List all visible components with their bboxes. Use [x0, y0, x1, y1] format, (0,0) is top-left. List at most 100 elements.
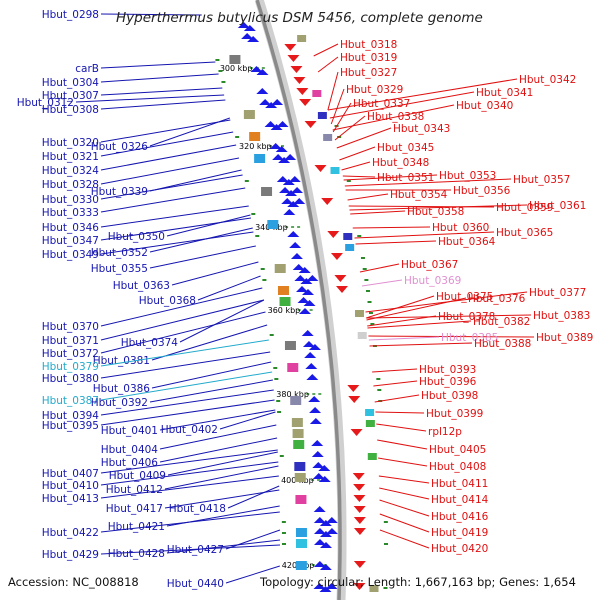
- left-gene-connector: [100, 399, 275, 426]
- right-gene-connector: [343, 174, 438, 181]
- left-gene-connector: [100, 13, 202, 16]
- left-gene-label: carB: [75, 63, 99, 75]
- reverse-gene-arrow: [327, 231, 340, 238]
- forward-gene-arrow: [318, 465, 331, 471]
- left-gene-label: Hbut_0320: [42, 137, 99, 149]
- left-gene-connector: [100, 73, 219, 83]
- gc-tick: [383, 587, 388, 589]
- genome-backbone-shadow: [254, 0, 347, 600]
- cog-block: [291, 418, 303, 427]
- forward-gene-arrow: [275, 146, 288, 152]
- left-gene-connector: [100, 311, 266, 354]
- forward-gene-arrow: [311, 440, 324, 446]
- gc-tick: [279, 455, 284, 457]
- cog-block: [287, 363, 299, 372]
- left-gene-label: Hbut_0421: [108, 521, 165, 533]
- cog-block: [267, 220, 279, 229]
- left-gene-label: Hbut_0380: [42, 373, 99, 385]
- reverse-gene-arrow: [353, 583, 366, 590]
- forward-gene-arrow: [250, 66, 263, 72]
- right-gene-connector: [378, 457, 428, 467]
- left-gene-label: Hbut_0410: [42, 480, 99, 492]
- forward-gene-arrow: [313, 517, 326, 523]
- reverse-gene-arrow: [353, 506, 366, 513]
- forward-gene-arrow: [241, 33, 254, 39]
- forward-gene-arrow: [281, 198, 294, 204]
- gc-tick: [367, 301, 372, 303]
- left-gene-connector: [100, 157, 240, 185]
- left-gene-connector: [100, 131, 234, 157]
- forward-gene-arrow: [259, 99, 272, 105]
- left-gene-connector: [197, 275, 261, 301]
- forward-gene-arrow: [309, 407, 322, 413]
- forward-gene-arrow: [272, 154, 285, 160]
- right-gene-label: Hbut_0329: [346, 84, 403, 96]
- right-gene-connector: [367, 315, 437, 327]
- right-gene-label: Hbut_0389: [536, 332, 593, 344]
- left-gene-connector: [100, 299, 265, 341]
- left-gene-label: Hbut_0355: [91, 263, 148, 275]
- right-gene-label: Hbut_0365: [496, 227, 553, 239]
- left-gene-connector: [159, 424, 277, 450]
- forward-gene-arrow: [306, 275, 319, 281]
- right-gene-label: Hbut_0338: [367, 111, 424, 123]
- forward-gene-arrow: [309, 418, 322, 424]
- right-gene-label: Hbut_0396: [419, 376, 477, 388]
- cog-block: [254, 154, 266, 163]
- forward-gene-arrow: [237, 22, 250, 28]
- reverse-gene-arrow: [296, 88, 309, 95]
- right-gene-connector: [313, 43, 339, 57]
- right-gene-connector: [332, 102, 352, 133]
- cog-block: [297, 35, 307, 42]
- left-gene-connector: [100, 351, 271, 379]
- left-gene-connector: [179, 299, 265, 343]
- reverse-gene-arrow: [284, 44, 297, 51]
- gc-tick: [377, 389, 382, 391]
- left-gene-connector: [151, 324, 268, 361]
- reverse-gene-arrow: [335, 286, 348, 293]
- gc-tick: [221, 81, 226, 83]
- reverse-gene-arrow: [287, 55, 300, 62]
- forward-gene-arrow: [308, 396, 321, 402]
- forward-gene-arrow: [319, 542, 332, 548]
- forward-gene-arrow: [308, 344, 321, 350]
- reverse-gene-arrow: [334, 275, 347, 282]
- left-gene-connector: [166, 539, 281, 554]
- right-gene-label: Hbut_0318: [340, 39, 397, 51]
- gc-tick: [357, 235, 362, 237]
- right-gene-connector: [327, 78, 518, 111]
- gc-tick: [383, 543, 388, 545]
- gc-tick: [362, 268, 367, 270]
- right-gene-label: Hbut_0345: [377, 142, 434, 154]
- right-gene-label: Hbut_0398: [421, 390, 478, 402]
- left-gene-label: Hbut_0333: [42, 207, 99, 219]
- left-gene-connector: [219, 411, 276, 430]
- gc-tick: [346, 180, 351, 182]
- gc-tick: [273, 367, 278, 369]
- right-gene-label: Hbut_0361: [529, 200, 586, 212]
- left-gene-connector: [100, 174, 243, 200]
- cog-block: [369, 585, 379, 592]
- cog-block: [292, 429, 304, 438]
- right-gene-connector: [327, 71, 339, 111]
- left-gene-connector: [100, 99, 226, 110]
- left-gene-label: Hbut_0363: [113, 280, 170, 292]
- right-gene-label: Hbut_0342: [519, 74, 576, 86]
- right-gene-label: Hbut_0327: [340, 67, 397, 79]
- cog-block: [365, 409, 375, 416]
- right-gene-label: Hbut_0351: [377, 172, 434, 184]
- right-gene-label: Hbut_0337: [353, 98, 410, 110]
- gc-tick: [360, 257, 365, 259]
- left-gene-label: Hbut_0418: [169, 503, 226, 515]
- left-gene-connector: [100, 449, 278, 474]
- left-gene-label: Hbut_0392: [91, 397, 148, 409]
- gc-tick: [274, 378, 279, 380]
- cog-block: [312, 90, 322, 97]
- right-gene-label: Hbut_0354: [390, 189, 448, 201]
- left-gene-connector: [100, 61, 216, 69]
- left-gene-label: Hbut_0394: [42, 410, 100, 422]
- left-gene-label: Hbut_0352: [91, 247, 148, 259]
- reverse-gene-arrow: [353, 495, 366, 502]
